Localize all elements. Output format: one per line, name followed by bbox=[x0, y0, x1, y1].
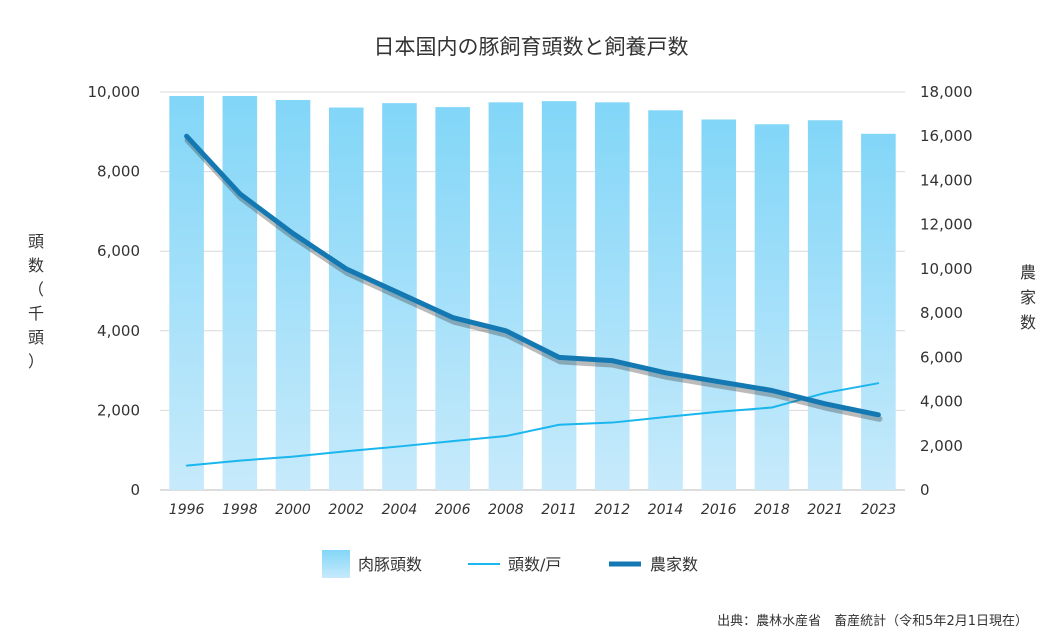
line-farms-shadow bbox=[184, 137, 883, 422]
right-tick-label: 10,000 bbox=[920, 260, 973, 278]
chart-title: 日本国内の豚飼育頭数と飼養戸数 bbox=[374, 35, 689, 59]
point-farms-2002 bbox=[345, 267, 348, 270]
line-farms bbox=[184, 133, 881, 418]
point-head-per-farm-2006 bbox=[451, 440, 454, 442]
bar-2000 bbox=[275, 99, 311, 491]
x-tick-label: 2008 bbox=[488, 502, 524, 518]
bar-series bbox=[169, 95, 896, 491]
point-farms-2018 bbox=[770, 389, 773, 392]
right-tick-label: 16,000 bbox=[920, 127, 973, 145]
right-tick-label: 14,000 bbox=[920, 171, 973, 189]
point-farms-1996 bbox=[185, 135, 188, 138]
point-farms-2011 bbox=[558, 356, 561, 359]
source-note: 出典：農林水産省 畜産統計（令和5年2月1日現在） bbox=[717, 613, 1028, 629]
point-farms-2014 bbox=[664, 371, 667, 374]
x-tick-label: 2014 bbox=[648, 502, 684, 518]
x-tick-label: 2012 bbox=[595, 502, 631, 518]
point-head-per-farm-2018 bbox=[771, 406, 773, 409]
left-tick-label: 2,000 bbox=[97, 401, 140, 419]
point-farms-1998 bbox=[238, 192, 241, 195]
bar-2018 bbox=[754, 124, 790, 490]
legend-label-bar: 肉豚頭数 bbox=[358, 555, 422, 574]
left-tick-label: 0 bbox=[130, 481, 140, 499]
bar-2008 bbox=[488, 102, 524, 491]
svg-text:農家数: 農家数 bbox=[1020, 263, 1036, 332]
right-tick-label: 12,000 bbox=[920, 216, 973, 234]
point-head-per-farm-2012 bbox=[611, 421, 614, 424]
point-head-per-farm-2014 bbox=[664, 416, 667, 418]
line-series bbox=[184, 133, 883, 467]
bar-1996 bbox=[169, 95, 204, 490]
right-axis-label: 農家数 bbox=[1020, 263, 1036, 332]
bar-2006 bbox=[435, 107, 470, 491]
bar-2016 bbox=[701, 119, 737, 490]
x-tick-label: 2018 bbox=[754, 502, 790, 518]
point-farms-2012 bbox=[611, 359, 614, 362]
x-tick-label: 1996 bbox=[169, 502, 205, 518]
left-tick-label: 8,000 bbox=[97, 163, 140, 181]
left-tick-label: 6,000 bbox=[97, 242, 140, 260]
left-axis-label: 頭数（千頭） bbox=[28, 232, 44, 371]
x-tick-label: 2016 bbox=[701, 502, 737, 518]
line-head-per-farm bbox=[186, 382, 879, 467]
x-tick-label: 2000 bbox=[275, 502, 311, 518]
legend-label-ratio: 頭数/戸 bbox=[508, 555, 561, 574]
bar-2011 bbox=[541, 101, 577, 491]
point-farms-2016 bbox=[717, 380, 720, 383]
point-farms-2008 bbox=[504, 329, 507, 332]
point-head-per-farm-2011 bbox=[558, 423, 560, 426]
left-tick-label: 4,000 bbox=[97, 322, 140, 340]
right-tick-label: 6,000 bbox=[920, 348, 963, 366]
point-head-per-farm-2004 bbox=[398, 445, 401, 448]
bar-1998 bbox=[222, 95, 258, 490]
right-tick-label: 4,000 bbox=[920, 393, 963, 411]
point-farms-2004 bbox=[398, 292, 401, 295]
x-tick-label: 2002 bbox=[328, 502, 364, 518]
bar-2023 bbox=[861, 133, 896, 491]
legend-label-farms: 農家数 bbox=[650, 555, 698, 574]
bar-2002 bbox=[328, 107, 364, 490]
svg-text:頭数（千頭）: 頭数（千頭） bbox=[28, 232, 44, 371]
bar-2012 bbox=[595, 102, 630, 491]
point-farms-2023 bbox=[877, 413, 880, 416]
right-tick-label: 0 bbox=[920, 481, 930, 499]
left-axis-ticks: 0 2,000 4,000 6,000 8,000 10,000 bbox=[88, 83, 141, 499]
x-tick-label: 2023 bbox=[861, 502, 897, 518]
left-tick-label: 10,000 bbox=[88, 83, 141, 101]
point-head-per-farm-2002 bbox=[345, 450, 348, 453]
right-tick-label: 8,000 bbox=[920, 304, 963, 322]
point-head-per-farm-2008 bbox=[505, 435, 507, 437]
point-head-per-farm-2000 bbox=[292, 455, 294, 458]
x-tick-label: 1998 bbox=[222, 502, 258, 518]
x-tick-label: 2006 bbox=[435, 502, 471, 518]
point-head-per-farm-1998 bbox=[239, 459, 241, 462]
right-tick-label: 2,000 bbox=[920, 437, 963, 455]
point-head-per-farm-2023 bbox=[877, 382, 880, 385]
legend: 肉豚頭数 頭数/戸 農家数 bbox=[322, 550, 698, 578]
point-farms-2000 bbox=[292, 232, 295, 235]
x-axis-ticks: 1996 1998 2000 2002 2004 2006 2008 2011 2012 2014… bbox=[169, 502, 896, 518]
point-farms-2006 bbox=[451, 316, 454, 319]
point-farms-2021 bbox=[824, 402, 827, 405]
right-axis-ticks: 0 2,000 4,000 6,000 8,000 10,000 12,000 14,000 1… bbox=[920, 83, 973, 499]
point-head-per-farm-1996 bbox=[185, 464, 188, 467]
x-tick-label: 2011 bbox=[541, 502, 577, 518]
bar-2021 bbox=[807, 120, 843, 491]
point-head-per-farm-2021 bbox=[824, 392, 826, 394]
x-tick-label: 2021 bbox=[807, 502, 843, 518]
legend-swatch-bar bbox=[322, 550, 350, 578]
bar-2014 bbox=[648, 110, 683, 491]
right-tick-label: 18,000 bbox=[920, 83, 973, 101]
x-tick-label: 2004 bbox=[382, 502, 418, 518]
point-head-per-farm-2016 bbox=[717, 410, 720, 413]
